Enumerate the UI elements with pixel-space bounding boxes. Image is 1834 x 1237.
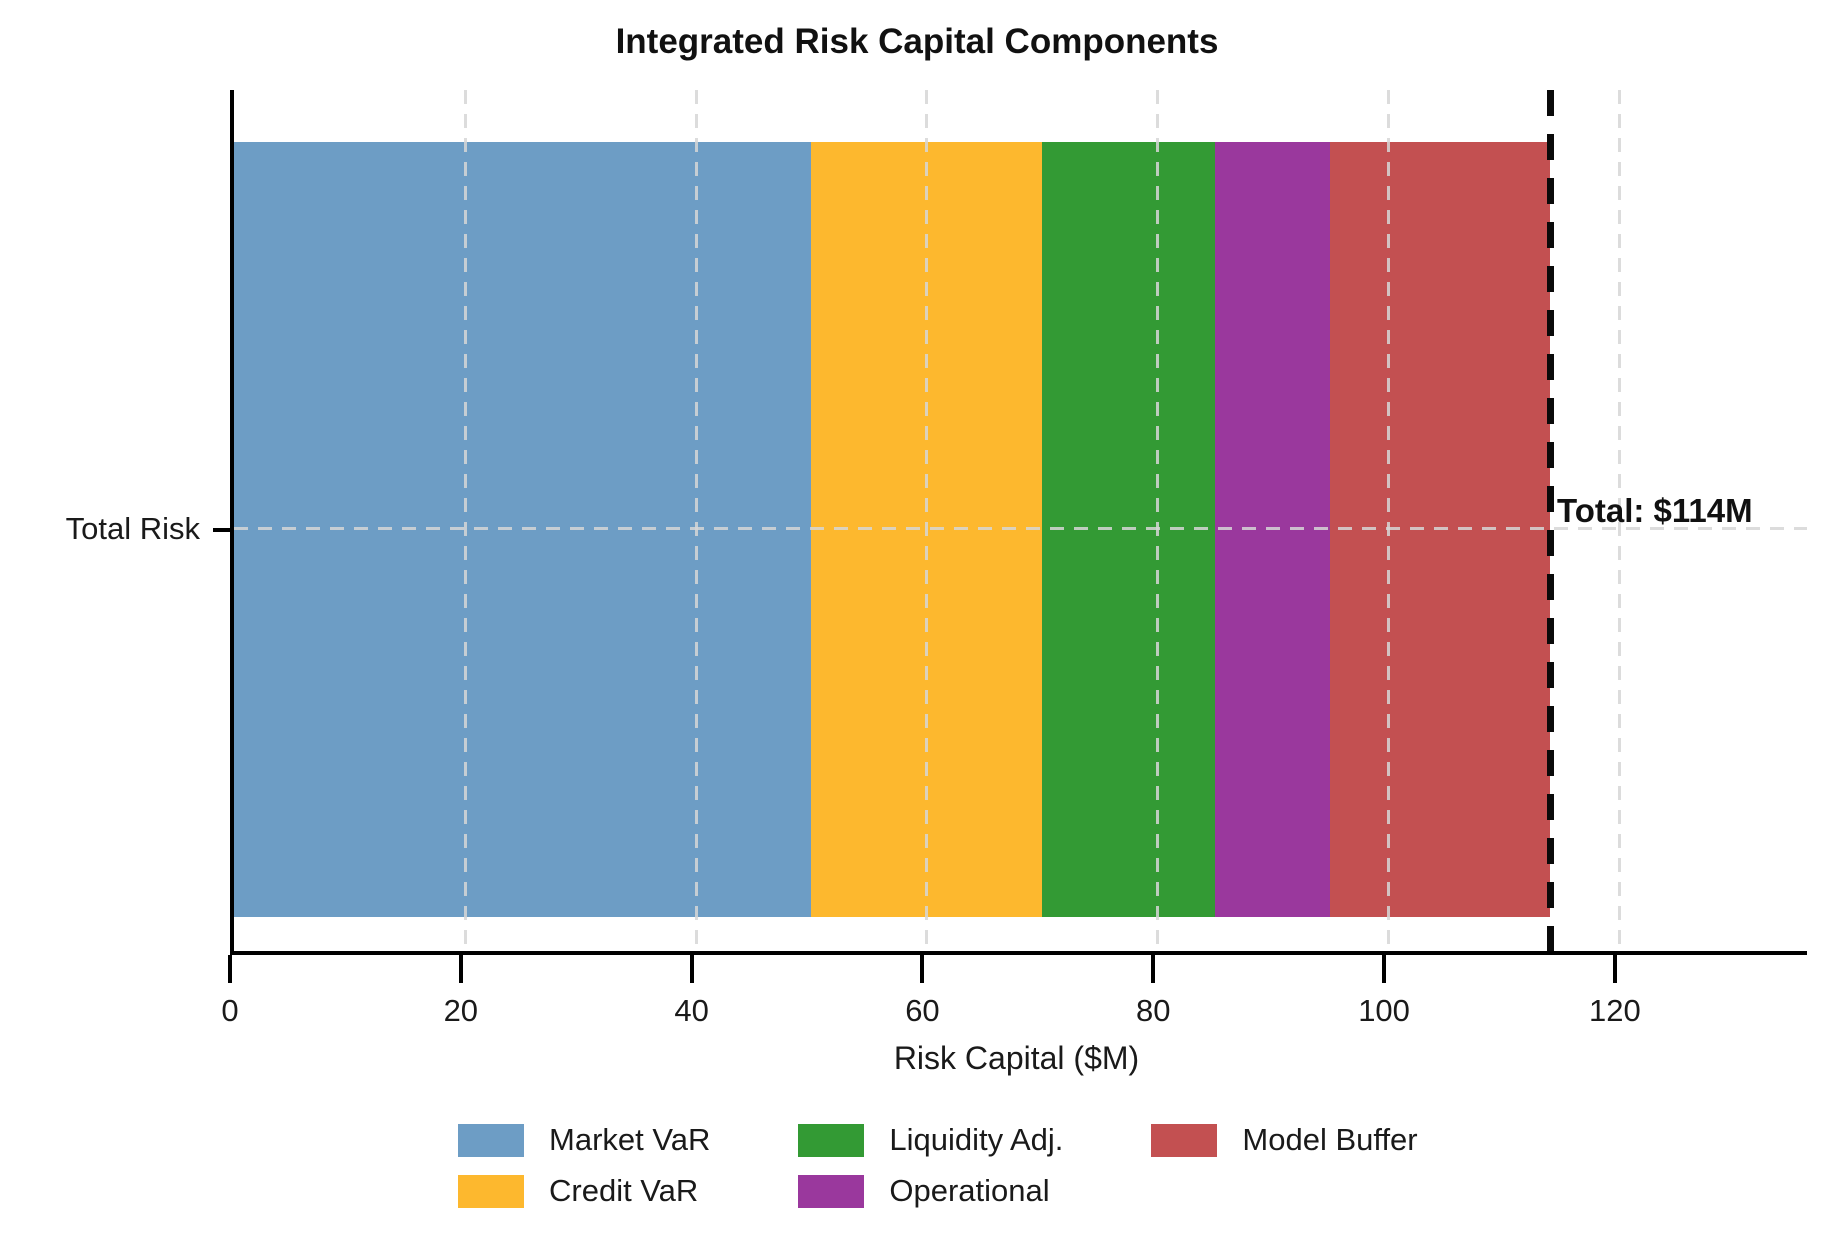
- x-tick-120: [1612, 955, 1617, 983]
- x-tick-label-80: 80: [1136, 993, 1171, 1028]
- legend-item-liquidity-adj: Liquidity Adj.: [798, 1122, 1063, 1158]
- gridline-x-40: [694, 90, 698, 951]
- horizontal-gridline: [234, 527, 1807, 530]
- legend-label-liquidity-adj: Liquidity Adj.: [889, 1122, 1064, 1157]
- x-tick-20: [458, 955, 463, 983]
- legend: Market VaR Credit VaR Liquidity Adj. Operat…: [458, 1122, 1418, 1209]
- x-tick-label-40: 40: [674, 993, 709, 1028]
- x-tick-80: [1151, 955, 1156, 983]
- gridline-x-100: [1387, 90, 1391, 951]
- legend-item-operational: Operational: [798, 1173, 1063, 1209]
- x-tick-label-60: 60: [905, 993, 940, 1028]
- x-tick-40: [689, 955, 694, 983]
- legend-swatch-liquidity-adj: [798, 1123, 865, 1157]
- x-tick-label-20: 20: [443, 993, 479, 1028]
- gridline-x-20: [463, 90, 467, 951]
- x-tick-label-120: 120: [1589, 993, 1641, 1028]
- x-tick-100: [1382, 955, 1387, 983]
- legend-label-operational: Operational: [889, 1173, 1050, 1208]
- x-tick-60: [920, 955, 925, 983]
- legend-label-model-buffer: Model Buffer: [1242, 1122, 1418, 1157]
- legend-item-model-buffer: Model Buffer: [1151, 1122, 1418, 1158]
- legend-swatch-credit-var: [458, 1174, 524, 1208]
- legend-label-market-var: Market VaR: [549, 1122, 711, 1157]
- x-axis-label: Risk Capital ($M): [893, 1040, 1140, 1076]
- x-tick-label-100: 100: [1358, 993, 1410, 1028]
- legend-swatch-model-buffer: [1151, 1123, 1218, 1157]
- x-tick-label-0: 0: [221, 993, 239, 1028]
- x-tick-0: [228, 955, 232, 983]
- y-tick: [213, 528, 230, 532]
- legend-item-credit-var: Credit VaR: [458, 1173, 710, 1209]
- total-annotation: Total: $114M: [1557, 492, 1753, 529]
- gridline-x-60: [925, 90, 929, 951]
- y-category-label: Total Risk: [65, 511, 200, 546]
- legend-swatch-market-var: [458, 1123, 524, 1157]
- chart-title: Integrated Risk Capital Components: [615, 22, 1219, 61]
- total-dashed-line: [1546, 90, 1554, 951]
- gridline-x-80: [1156, 90, 1160, 951]
- gridline-x-120: [1617, 90, 1621, 951]
- legend-swatch-operational: [798, 1174, 865, 1208]
- legend-item-market-var: Market VaR: [458, 1122, 710, 1158]
- legend-label-credit-var: Credit VaR: [549, 1173, 699, 1208]
- plot-area: [230, 90, 1807, 955]
